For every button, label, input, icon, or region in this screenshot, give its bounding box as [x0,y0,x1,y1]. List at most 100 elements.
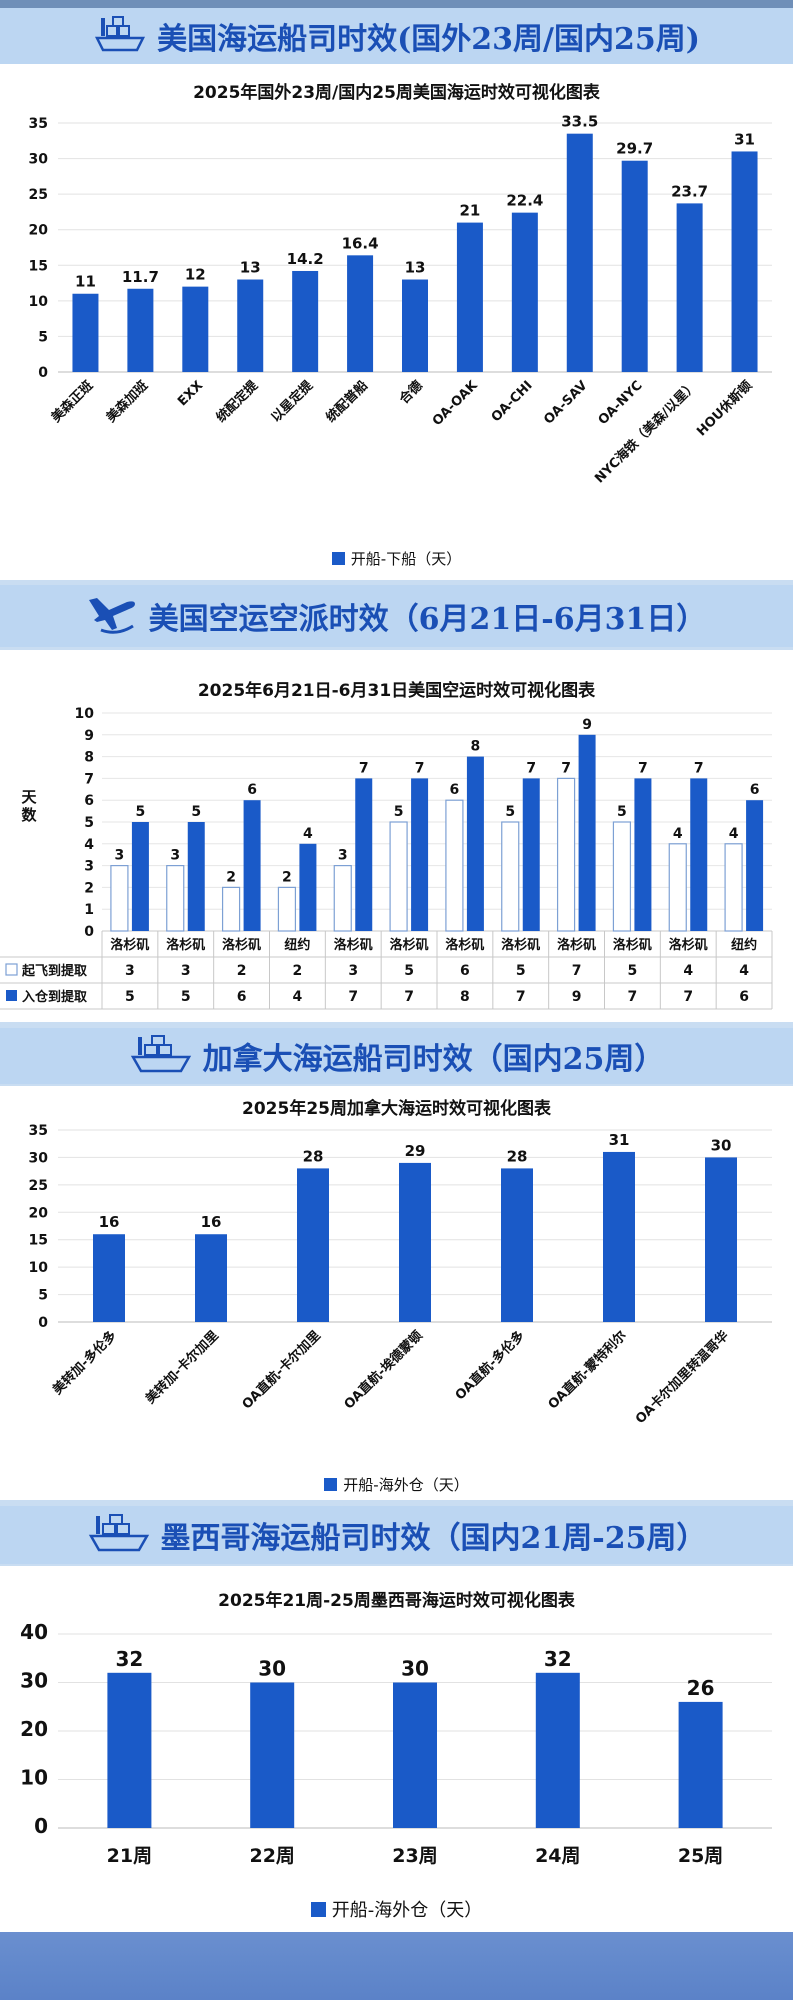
bar [566,133,593,372]
y-tick-label: 5 [38,329,48,345]
mx-sea-title: 墨西哥海运船司时效（国内21周-25周） [160,1521,707,1556]
x-tick-label: 洛杉矶 [501,937,540,953]
bar [347,255,374,372]
y-tick-label: 0 [84,924,94,940]
data-label: 4 [303,826,313,842]
chart-title: 2025年21周-25周墨西哥海运时效可视化图表 [218,1591,575,1611]
x-tick-label: OA直航-卡尔加里 [239,1328,324,1413]
y-tick-label: 0 [38,365,48,381]
table-cell: 4 [739,963,749,979]
table-cell: 7 [348,989,358,1005]
chart-legend: 开船-下船（天） [0,548,793,569]
data-label: 32 [115,1647,143,1671]
table-cell: 7 [683,989,693,1005]
bar [603,1151,635,1322]
data-label: 4 [673,826,683,842]
bar-series-1 [166,865,185,932]
x-tick-label: 洛杉矶 [222,937,261,953]
bar [292,270,319,372]
table-cell: 8 [460,989,470,1005]
x-tick-label: OA-CHI [489,378,536,425]
bar-series-2 [466,756,484,931]
table-cell: 2 [293,963,303,979]
data-label: 7 [694,760,704,776]
bar [72,293,99,372]
x-tick-label: HOU休斯顿 [693,378,755,440]
bar [107,1672,152,1828]
x-tick-label: 美转加-多伦多 [50,1328,120,1398]
ca-sea-chart: 0 5 10 15 20 25 30 35 16 美转加-多伦多 16 美转加-卡尔加里 28 OA直航-… [29,1123,772,1427]
bar [250,1682,295,1828]
table-cell: 7 [628,989,638,1005]
x-tick-label: 以星定提 [268,377,317,426]
data-label: 8 [471,739,481,755]
x-tick-label: 洛杉矶 [669,937,708,953]
table-cell: 5 [628,963,638,979]
ca-sea-title: 加拿大海运船司时效（国内25周） [202,1042,665,1077]
data-label: 22.4 [506,192,543,210]
data-label: 28 [507,1147,528,1165]
bar-series-2 [634,778,652,931]
legend-swatch [310,1902,326,1917]
table-row-label: 入仓到提取 [22,989,88,1005]
x-tick-label: 25周 [678,1845,723,1867]
x-tick-label: 洛杉矶 [110,937,149,953]
x-tick-label: 美森加班 [103,378,151,426]
bar-series-2 [355,778,373,931]
chart-title: 2025年25周加拿大海运时效可视化图表 [242,1099,551,1119]
data-label: 23.7 [671,182,708,200]
data-label: 30 [258,1657,286,1681]
x-tick-label: OA直航-多伦多 [452,1328,528,1404]
data-label: 5 [505,804,515,820]
y-tick-label: 0 [34,1814,48,1838]
y-tick-label: 15 [29,1233,48,1249]
y-tick-label: 10 [29,294,49,310]
table-cell: 4 [683,963,693,979]
y-tick-label: 2 [84,880,94,896]
mx-sea-header: 墨西哥海运船司时效（国内21周-25周） [0,1506,793,1564]
bar [621,160,648,372]
table-cell: 7 [516,989,526,1005]
x-tick-label: EXX [175,378,206,409]
bar-series-1 [277,886,297,932]
x-tick-label: 洛杉矶 [390,937,429,953]
data-label: 30 [711,1136,732,1154]
bar [731,151,758,372]
table-cell: 6 [237,989,247,1005]
table-cell: 2 [237,963,247,979]
data-label: 6 [450,782,460,798]
y-tick-label: 30 [20,1669,48,1693]
y-tick-label: 20 [29,1205,49,1221]
bar-series-2 [411,778,429,931]
x-tick-label: 纽约 [284,937,310,953]
x-tick-label: 24周 [535,1845,580,1867]
bar [93,1234,125,1322]
us-air-panel: 2025年6月21日-6月31日美国空运时效可视化图表 天数 0 1 2 3 4 5 6 7 8… [0,650,793,1022]
data-label: 11 [75,273,96,291]
footer-band [0,1932,793,2000]
data-label: 9 [582,717,592,733]
bar [237,279,264,372]
data-label: 29 [405,1142,426,1160]
data-label: 26 [687,1676,715,1700]
table-cell: 6 [460,963,470,979]
data-label: 5 [136,804,146,820]
chart-title: 2025年国外23周/国内25周美国海运时效可视化图表 [193,83,600,103]
data-label: 7 [526,760,536,776]
y-tick-label: 1 [84,902,94,918]
y-tick-label: 40 [20,1620,48,1644]
y-tick-label: 15 [29,258,48,274]
y-tick-label: 5 [84,815,94,831]
x-tick-label: 统配定提 [213,377,262,426]
table-cell: 5 [404,963,414,979]
data-label: 2 [282,869,292,885]
data-label: 3 [338,848,348,864]
x-tick-label: 洛杉矶 [166,937,205,953]
table-cell: 6 [739,989,749,1005]
data-label: 29.7 [616,140,653,158]
data-label: 7 [561,760,571,776]
bar-series-1 [445,799,464,932]
x-tick-label: 22周 [249,1845,294,1867]
data-label: 16 [201,1213,222,1231]
x-tick-label: OA-SAV [541,378,590,427]
